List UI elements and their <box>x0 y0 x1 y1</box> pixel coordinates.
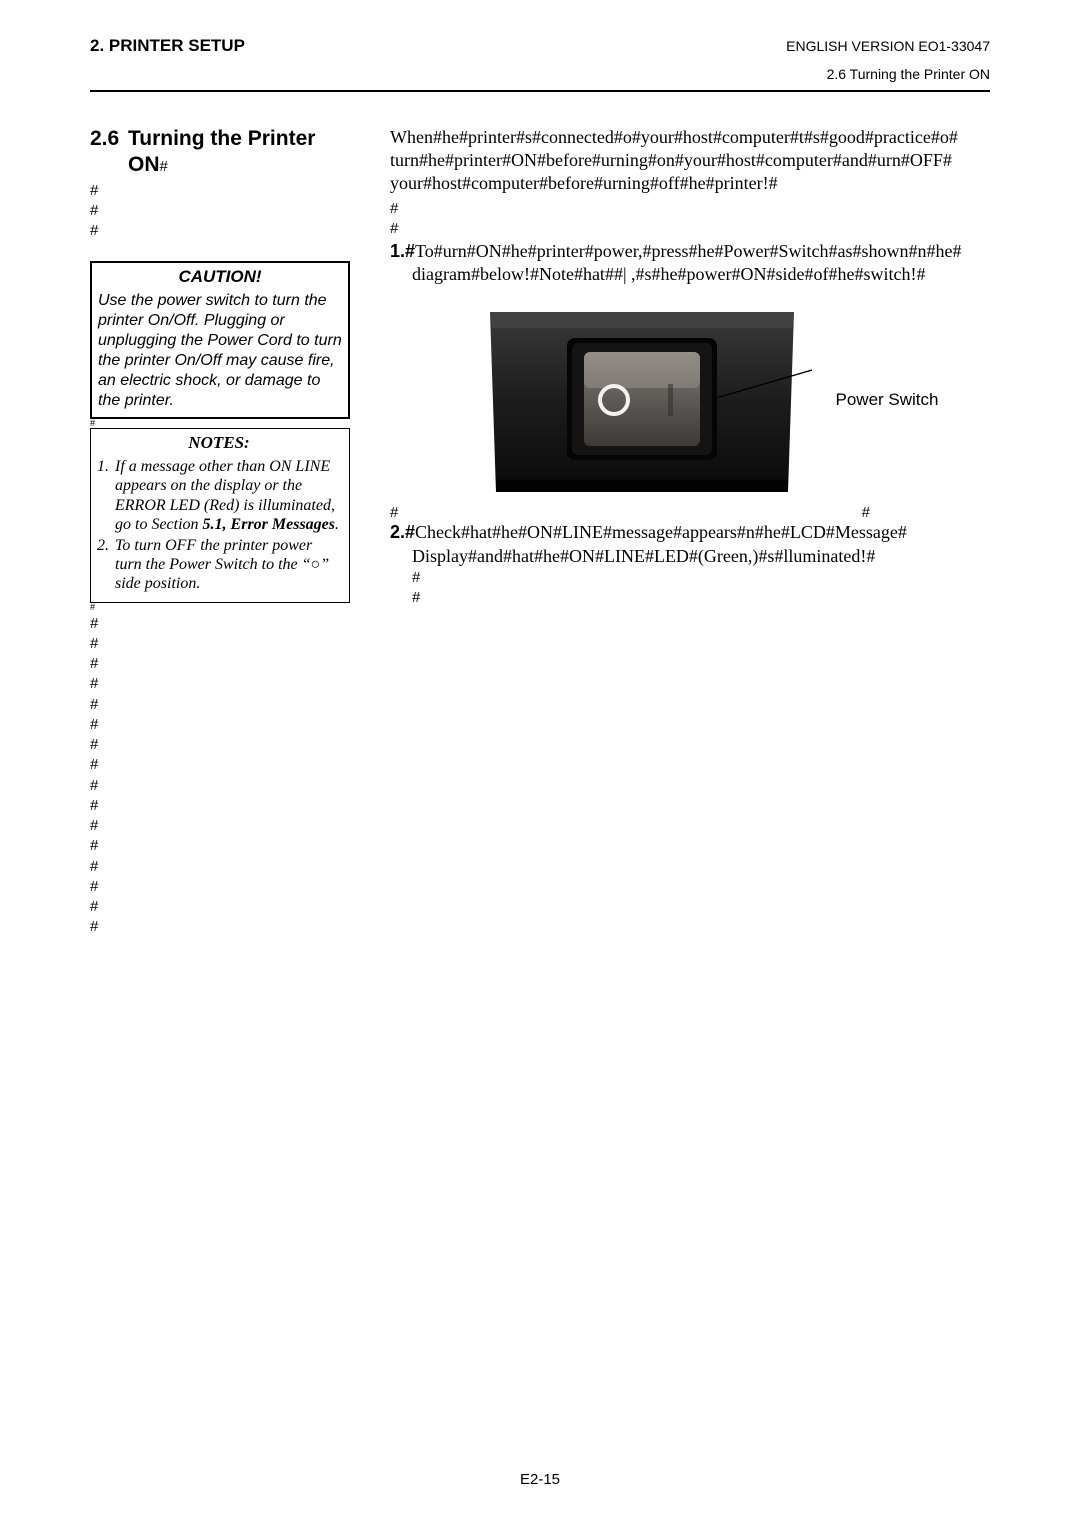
figure-wrap: Power Switch <box>420 300 990 500</box>
left-column: 2.6 Turning the Printer ON# ### CAUTION!… <box>90 126 350 938</box>
intro-paragraph: When#he#printer#s#connected#o#your#host#… <box>390 126 990 195</box>
right-column: When#he#printer#s#connected#o#your#host#… <box>350 126 990 938</box>
header-version: ENGLISH VERSION EO1-33047 <box>786 38 990 54</box>
page-header: 2. PRINTER SETUP ENGLISH VERSION EO1-330… <box>90 36 990 62</box>
header-rule <box>90 90 990 92</box>
trail-hash-block: ## <box>412 568 990 609</box>
caution-title: CAUTION! <box>98 267 342 287</box>
step-1: 1.#To#urn#ON#he#printer#power,#press#he#… <box>390 240 990 287</box>
fig-hash-left: # <box>390 504 398 521</box>
caution-box: CAUTION! Use the power switch to turn th… <box>90 261 350 419</box>
step-2-num: 2.# <box>390 522 415 542</box>
below-notes-tinyhash: # <box>90 603 350 612</box>
page-subheader: 2.6 Turning the Printer ON <box>90 62 990 90</box>
caution-body: Use the power switch to turn the printer… <box>98 291 342 411</box>
note-1-num: 1. <box>97 457 115 534</box>
note-item-1: 1. If a message other than ON LINE appea… <box>97 457 341 534</box>
step-1-text: To#urn#ON#he#printer#power,#press#he#Pow… <box>412 241 961 284</box>
header-section-ref: 2.6 Turning the Printer ON <box>827 66 990 82</box>
section-number: 2.6 <box>90 126 128 179</box>
note-1-post: . <box>335 516 339 533</box>
circle-symbol-icon: ○ <box>311 555 321 574</box>
figure-label: Power Switch <box>836 390 939 410</box>
fig-hash-right: # <box>862 504 870 521</box>
between-hash: # <box>90 419 350 428</box>
note-2-num: 2. <box>97 536 115 594</box>
section-title-line1: Turning the Printer <box>128 127 315 150</box>
right-hash-block-mid: ## <box>390 199 990 240</box>
step-2: 2.#Check#hat#he#ON#LINE#message#appears#… <box>390 521 990 568</box>
notes-title: NOTES: <box>97 433 341 453</box>
section-title-line2: ON <box>128 153 160 176</box>
notes-box: NOTES: 1. If a message other than ON LIN… <box>90 428 350 602</box>
power-switch-figure <box>472 300 812 500</box>
page-footer: E2-15 <box>0 1471 1080 1488</box>
step-1-num: 1.# <box>390 241 415 261</box>
header-chapter: 2. PRINTER SETUP <box>90 36 245 56</box>
section-heading: 2.6 Turning the Printer ON# <box>90 126 350 179</box>
left-hash-block-top: ### <box>90 181 350 242</box>
note-item-2: 2. To turn OFF the printer power turn th… <box>97 536 341 594</box>
left-hash-block-bottom: ################ <box>90 614 350 938</box>
note-2-pre: To turn OFF the printer power turn the P… <box>115 537 312 573</box>
step-2-text: Check#hat#he#ON#LINE#message#appears#n#h… <box>412 522 907 565</box>
note-1-bold: 5.1, Error Messages <box>203 516 335 533</box>
section-title-hash: # <box>160 158 168 175</box>
